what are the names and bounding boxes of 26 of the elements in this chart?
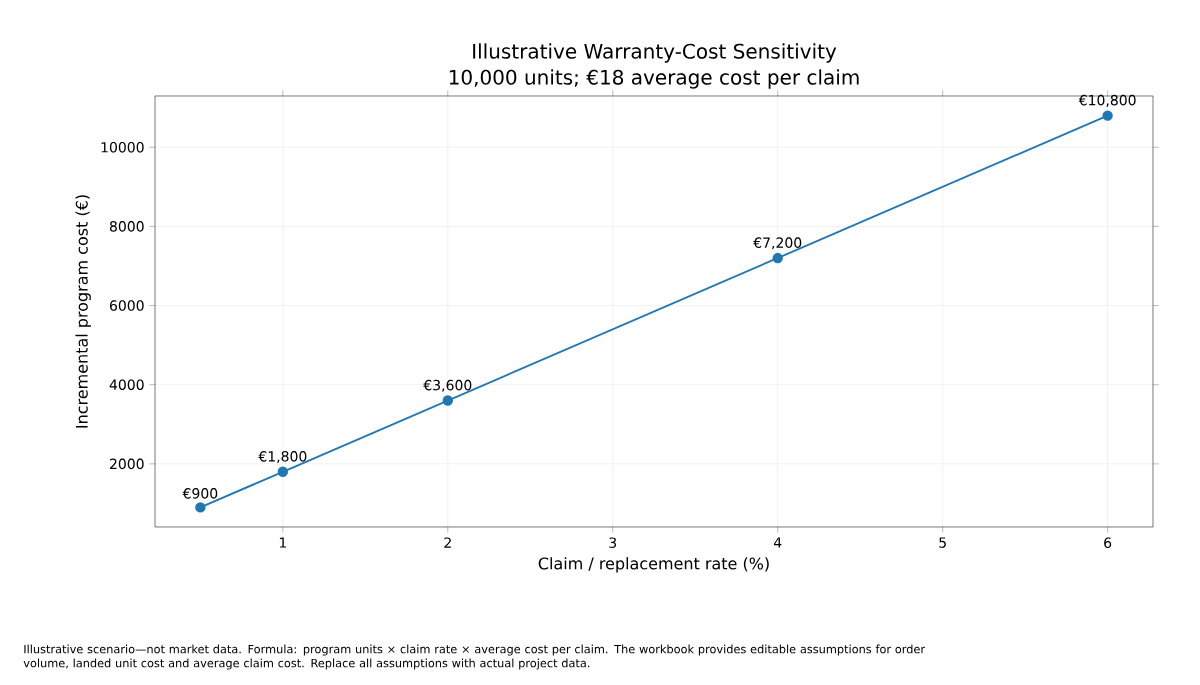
data-label: €3,600 bbox=[423, 379, 472, 392]
x-axis-title: Claim / replacement rate (%) bbox=[538, 557, 769, 573]
x-tick-label: 3 bbox=[609, 537, 617, 548]
chart-title: Illustrative Warranty-Cost Sensitivity bbox=[473, 43, 837, 63]
y-tick-label: 10000 bbox=[101, 141, 144, 153]
point bbox=[195, 502, 206, 513]
data-label: €1,800 bbox=[258, 451, 307, 464]
x-tick-label: 2 bbox=[444, 537, 451, 548]
point bbox=[772, 252, 783, 264]
data-label: €7,200 bbox=[753, 237, 802, 250]
x-tick-label: 5 bbox=[939, 537, 946, 548]
y-tick-label: 8000 bbox=[109, 221, 144, 232]
x-tick-label: 6 bbox=[1104, 537, 1112, 548]
y-tick-label: 4000 bbox=[109, 379, 144, 390]
data-label: €10,800 bbox=[1078, 94, 1136, 107]
point bbox=[1102, 110, 1113, 121]
point bbox=[277, 466, 289, 477]
y-tick-label: 2000 bbox=[110, 458, 144, 470]
point bbox=[442, 395, 454, 406]
x-tick-label: 1 bbox=[279, 537, 287, 548]
data-label: €900 bbox=[182, 488, 218, 499]
x-tick-label: 4 bbox=[773, 537, 782, 548]
y-tick-label: 6000 bbox=[109, 300, 144, 311]
text: Illustrative scenario—not market data. Formula: program units × claim rate × average cost per claim. The workbook provides editable assumptions for order volume, landed unit cost and average claim cost. Replace all assumptions with actual project data. bbox=[23, 644, 926, 670]
chart-subtitle: 10,000 units; €18 average cost per claim bbox=[449, 69, 859, 89]
y-axis-title: Incremental program cost (€) bbox=[75, 195, 91, 428]
